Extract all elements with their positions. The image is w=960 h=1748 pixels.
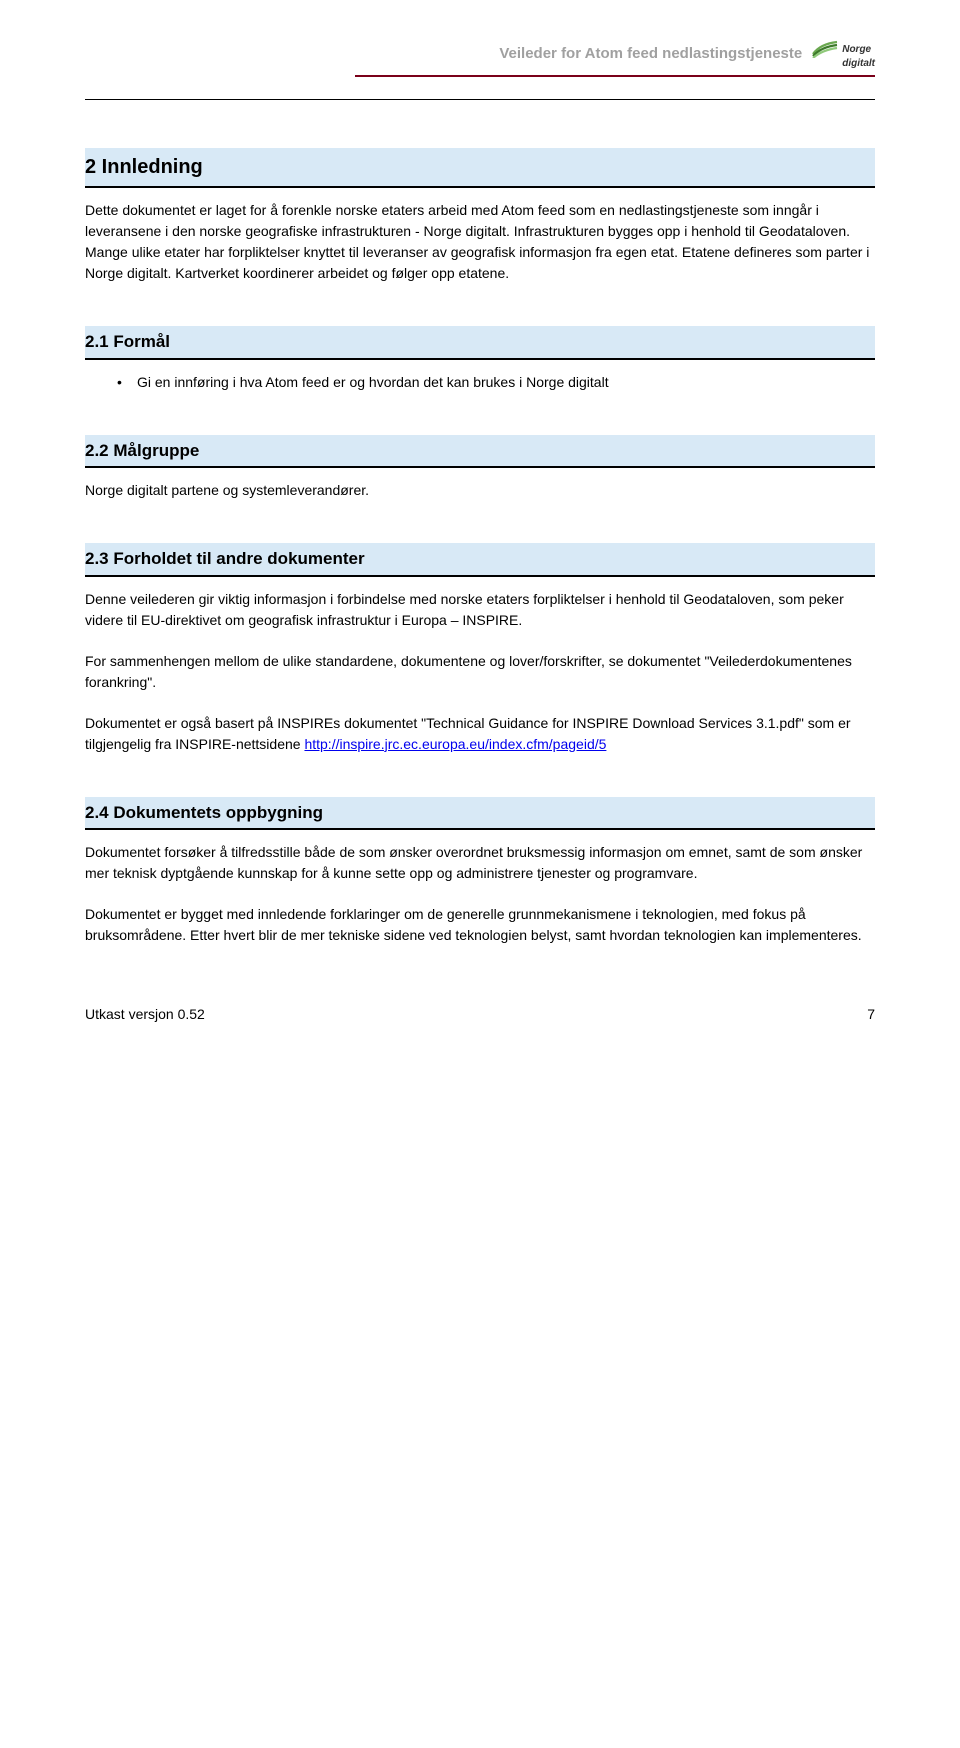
page-footer: Utkast versjon 0.52 7	[85, 1004, 875, 1025]
heading-2-1-formaal: 2.1 Formål	[85, 326, 875, 360]
logo-norge-digitalt: Norge digitalt	[812, 40, 875, 69]
list-item: Gi en innføring i hva Atom feed er og hv…	[137, 372, 875, 393]
page-header: Veileder for Atom feed nedlastingstjenes…	[85, 40, 875, 69]
logo-text-line1: Norge	[842, 44, 871, 55]
footer-version: Utkast versjon 0.52	[85, 1004, 205, 1025]
formaal-list: Gi en innføring i hva Atom feed er og hv…	[85, 372, 875, 393]
para-forholdet-2: For sammenhengen mellom de ulike standar…	[85, 651, 875, 693]
para-oppbygning-2: Dokumentet er bygget med innledende fork…	[85, 904, 875, 946]
heading-2-4-oppbygning: 2.4 Dokumentets oppbygning	[85, 797, 875, 831]
header-title: Veileder for Atom feed nedlastingstjenes…	[499, 43, 802, 66]
para-forholdet-3: Dokumentet er også basert på INSPIREs do…	[85, 713, 875, 755]
header-underline	[85, 75, 875, 77]
para-innledning: Dette dokumentet er laget for å forenkle…	[85, 200, 875, 284]
logo-text-line2: digitalt	[842, 58, 875, 69]
para-maalgruppe: Norge digitalt partene og systemleverand…	[85, 480, 875, 501]
heading-2-3-forholdet: 2.3 Forholdet til andre dokumenter	[85, 543, 875, 577]
para-forholdet-1: Denne veilederen gir viktig informasjon …	[85, 589, 875, 631]
logo-swoosh-icon	[812, 40, 838, 58]
footer-page-number: 7	[867, 1004, 875, 1025]
inspire-link[interactable]: http://inspire.jrc.ec.europa.eu/index.cf…	[304, 736, 606, 752]
heading-2-innledning: 2 Innledning	[85, 148, 875, 188]
page-divider	[85, 99, 875, 100]
para-oppbygning-1: Dokumentet forsøker å tilfredsstille båd…	[85, 842, 875, 884]
heading-2-2-maalgruppe: 2.2 Målgruppe	[85, 435, 875, 469]
